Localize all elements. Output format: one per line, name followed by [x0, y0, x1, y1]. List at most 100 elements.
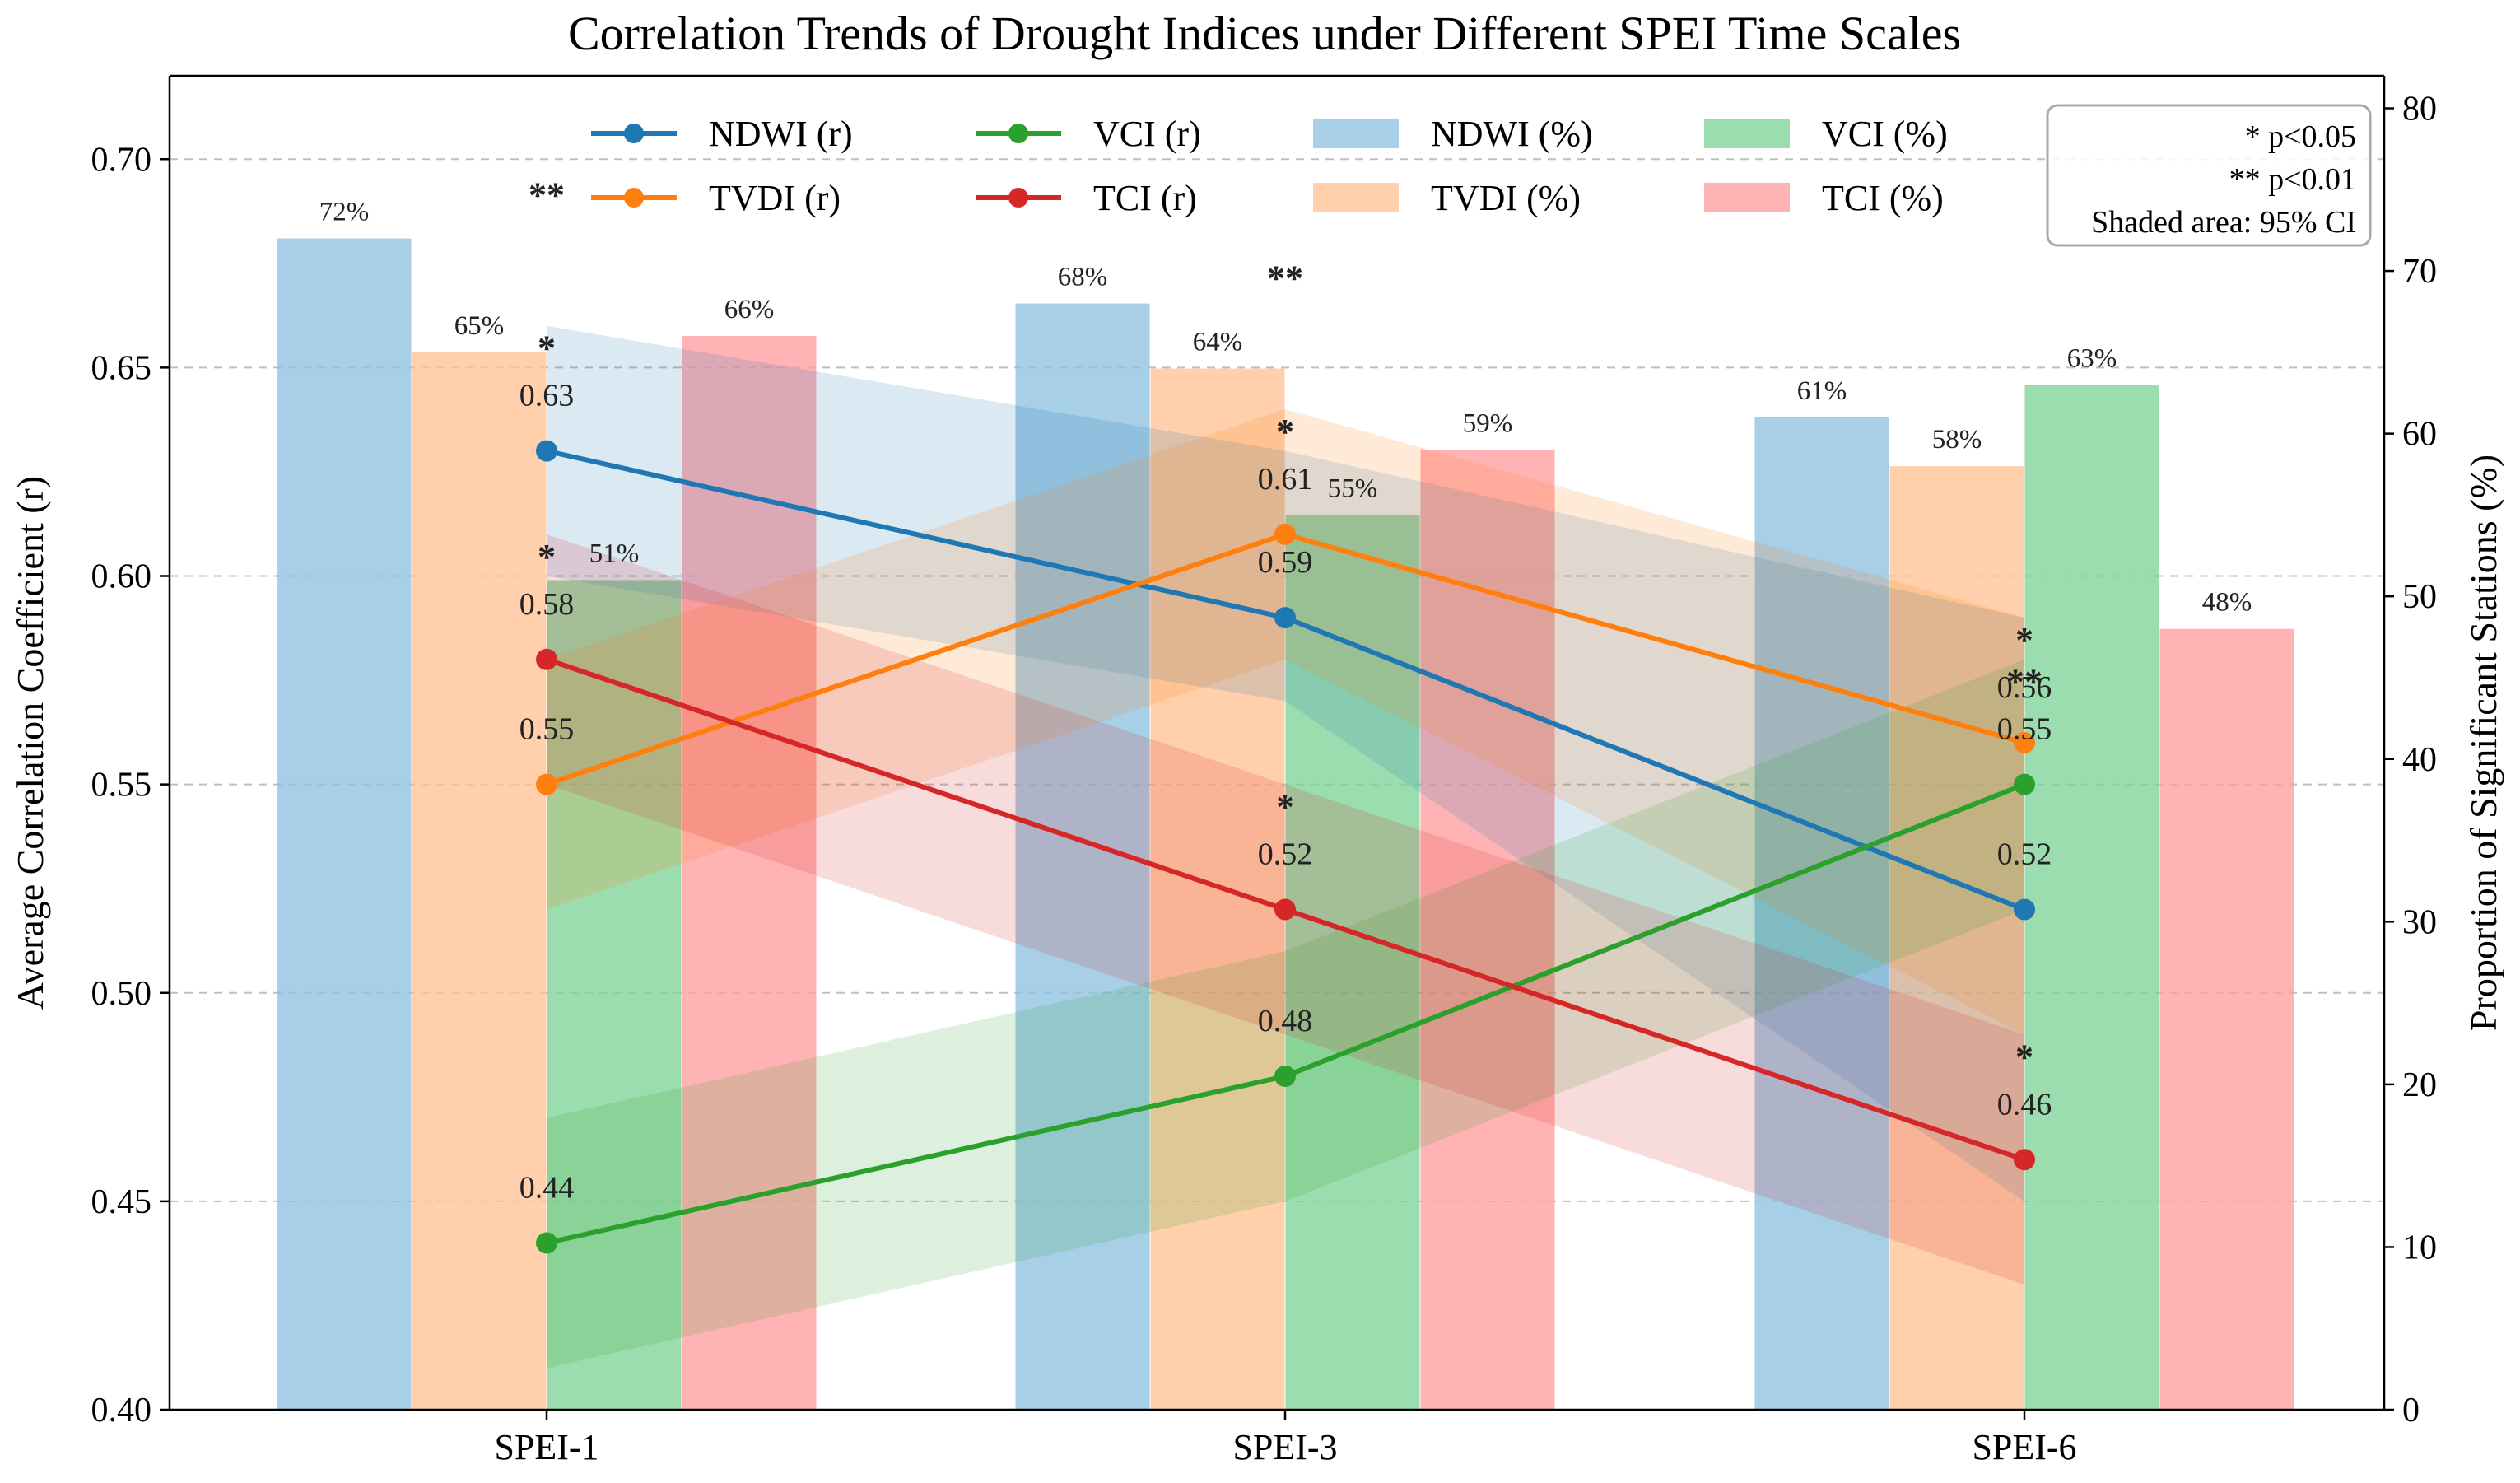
- significance-marker: *: [2015, 1037, 2033, 1077]
- bar-value-label: 66%: [724, 295, 775, 324]
- legend-swatch-tci: [1704, 183, 1790, 212]
- line-value-label: 0.46: [1997, 1087, 2052, 1122]
- marker-tvdi-r-spei-3: [1274, 523, 1296, 545]
- bar-value-label: 72%: [319, 198, 370, 227]
- axes-layer: 0.40 0.45 0.50 0.55 0.60 0.65 0.70 0 10 20 30 40 50 6…: [9, 74, 2504, 1467]
- legend-label-ndwi: NDWI (%): [1431, 114, 1593, 154]
- note-box-line: * p<0.05: [2245, 119, 2356, 154]
- bar-tvdi-spei-6: [1889, 466, 2024, 1410]
- bar-value-label: 51%: [589, 539, 640, 568]
- bar-value-label: 55%: [1328, 473, 1378, 503]
- legend-label-tci: TCI (%): [1822, 178, 1944, 218]
- line-value-label: 0.56: [1997, 670, 2052, 705]
- significance-annotation: **: [1267, 259, 1303, 299]
- significance-note-box: * p<0.05 ** p<0.01 Shaded area: 95% CI: [2046, 104, 2372, 247]
- legend-marker-vci-r: [1008, 124, 1028, 143]
- bar-value-label: 64%: [1193, 328, 1243, 357]
- left-y-axis-title: Average Correlation Coefficient (r): [9, 476, 51, 1010]
- right-y-tick-label: 80: [2402, 91, 2437, 128]
- legend: NDWI (r) VCI (r) NDWI (%) VCI (%) TVDI (r) TC…: [591, 114, 1948, 218]
- line-value-label: 0.52: [1997, 837, 2052, 872]
- significance-marker: **: [2006, 662, 2043, 702]
- ci-band-vci-r: [547, 659, 2024, 1369]
- bar-vci-spei-6: [2024, 385, 2159, 1410]
- right-y-tick-label: 20: [2402, 1066, 2437, 1104]
- right-y-tick-label: 70: [2402, 253, 2437, 291]
- label-layer: 72% 68% 61% 65% 64% 58% 51% 55% 63% 66% 59% 48% 0.63…: [319, 175, 2252, 1205]
- line-value-label: 0.52: [1258, 837, 1313, 872]
- bar-tci-spei-3: [1420, 450, 1555, 1410]
- legend-label-tvdi: TVDI (%): [1431, 178, 1581, 218]
- ci-band-tvdi-r: [547, 409, 2024, 1035]
- bar-tci-spei-1: [682, 336, 817, 1411]
- bar-tci-spei-6: [2159, 628, 2294, 1410]
- legend-marker-tci-r: [1008, 188, 1028, 208]
- left-y-tick-label: 0.65: [91, 349, 152, 387]
- bar-value-label: 63%: [2067, 343, 2117, 373]
- bar-value-label: 59%: [1463, 408, 1513, 438]
- note-box-frame: [2046, 104, 2372, 247]
- chart-title: Correlation Trends of Drought Indices un…: [568, 7, 1961, 60]
- right-y-tick-label: 40: [2402, 741, 2437, 779]
- significance-marker: *: [538, 537, 556, 577]
- legend-marker-tvdi-r: [624, 188, 644, 208]
- bar-value-label: 68%: [1058, 263, 1108, 292]
- bar-value-label: 61%: [1797, 376, 1847, 406]
- line-value-label: 0.58: [519, 587, 575, 622]
- bar-layer: [277, 238, 2294, 1411]
- marker-vci-r-spei-6: [2014, 773, 2035, 795]
- marker-tci-r-spei-3: [1274, 898, 1296, 921]
- bar-value-label: 65%: [454, 311, 505, 341]
- left-y-tick-label: 0.45: [91, 1183, 152, 1221]
- right-y-axis-title: Proportion of Significant Stations (%): [2462, 455, 2504, 1031]
- right-y-tick-label: 60: [2402, 416, 2437, 454]
- marker-ndwi-r-spei-1: [536, 440, 557, 462]
- right-y-tick-label: 10: [2402, 1229, 2437, 1266]
- left-y-tick-label: 0.50: [91, 975, 152, 1013]
- significance-marker: *: [1276, 787, 1294, 828]
- bar-value-label: 58%: [1932, 425, 1982, 455]
- ci-band-ndwi-r: [547, 325, 2024, 1201]
- marker-vci-r-spei-1: [536, 1232, 557, 1254]
- marker-vci-r-spei-3: [1274, 1066, 1296, 1087]
- significance-marker: *: [1276, 412, 1294, 452]
- line-value-label: 0.61: [1258, 462, 1313, 497]
- marker-ndwi-r-spei-3: [1274, 607, 1296, 629]
- bar-vci-spei-1: [547, 580, 682, 1410]
- legend-label-tvdi-r: TVDI (r): [709, 178, 841, 218]
- line-value-label: 0.48: [1258, 1004, 1313, 1038]
- note-box-line: ** p<0.01: [2229, 162, 2356, 197]
- legend-label-vci-r: VCI (r): [1093, 114, 1201, 154]
- bar-tvdi-spei-1: [412, 352, 547, 1411]
- marker-tci-r-spei-1: [536, 648, 557, 670]
- left-y-tick-label: 0.55: [91, 767, 152, 804]
- bar-ndwi-spei-1: [277, 238, 412, 1410]
- legend-marker-ndwi-r: [624, 124, 644, 143]
- x-tick-label: SPEI-6: [1972, 1427, 2076, 1467]
- legend-swatch-vci: [1704, 119, 1790, 148]
- line-value-label: 0.63: [519, 379, 575, 413]
- line-value-label: 0.44: [519, 1171, 575, 1206]
- significance-marker: *: [2015, 620, 2033, 660]
- left-y-tick-label: 0.60: [91, 558, 152, 596]
- legend-label-tci-r: TCI (r): [1093, 178, 1197, 218]
- left-y-tick-label: 0.40: [91, 1392, 152, 1429]
- x-tick-label: SPEI-3: [1232, 1427, 1337, 1467]
- legend-swatch-ndwi: [1313, 119, 1399, 148]
- significance-marker: *: [538, 329, 556, 369]
- right-y-tick-label: 0: [2402, 1392, 2420, 1429]
- marker-ndwi-r-spei-6: [2014, 898, 2035, 921]
- marker-tvdi-r-spei-1: [536, 773, 557, 795]
- legend-label-ndwi-r: NDWI (r): [709, 114, 853, 154]
- x-tick-label: SPEI-1: [494, 1427, 599, 1467]
- marker-tci-r-spei-6: [2014, 1149, 2035, 1171]
- right-y-tick-label: 50: [2402, 578, 2437, 616]
- line-value-label: 0.55: [519, 712, 575, 747]
- left-y-tick-label: 0.70: [91, 141, 152, 179]
- line-value-label: 0.59: [1258, 545, 1313, 580]
- legend-label-vci: VCI (%): [1822, 114, 1948, 154]
- marker-tvdi-r-spei-6: [2014, 732, 2035, 753]
- bar-value-label: 48%: [2202, 588, 2252, 618]
